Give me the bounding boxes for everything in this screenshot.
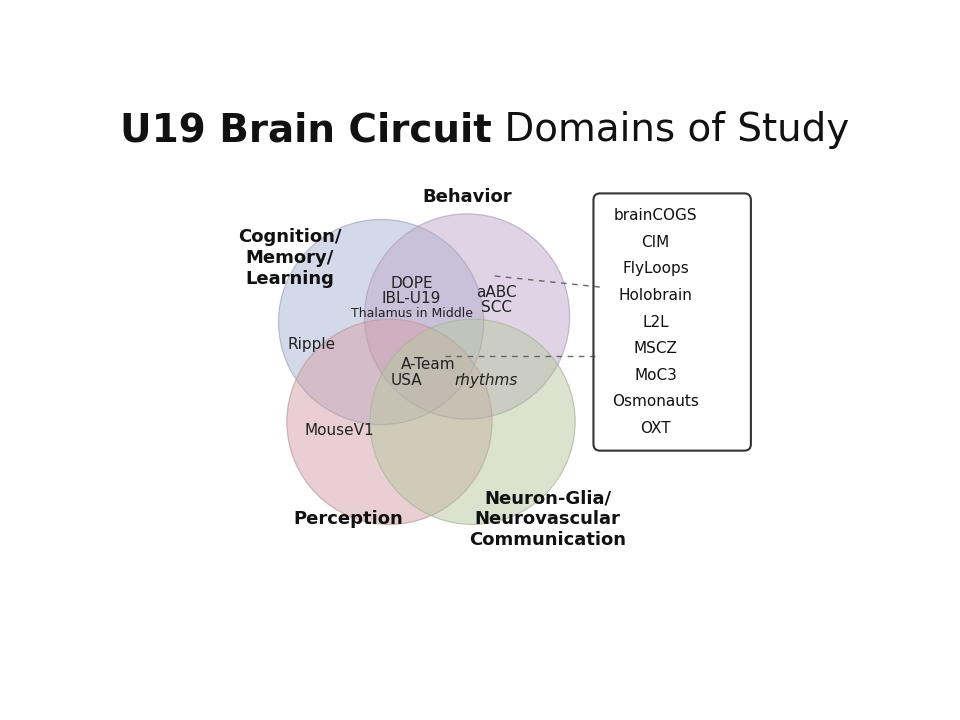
Text: Thalamus in Middle: Thalamus in Middle — [350, 307, 472, 320]
Circle shape — [287, 319, 492, 524]
Text: A-Team: A-Team — [401, 357, 456, 372]
Text: Holobrain: Holobrain — [618, 288, 692, 303]
Text: brainCOGS: brainCOGS — [613, 208, 697, 223]
Text: rhythms: rhythms — [454, 373, 517, 388]
Text: Ripple: Ripple — [288, 337, 336, 351]
Text: L2L: L2L — [642, 315, 669, 330]
Text: USA: USA — [391, 373, 422, 388]
Circle shape — [278, 220, 484, 425]
Text: Osmonauts: Osmonauts — [612, 395, 699, 410]
Text: IBL-U19: IBL-U19 — [382, 291, 442, 306]
Text: CIM: CIM — [641, 235, 670, 250]
Text: Behavior: Behavior — [422, 188, 512, 206]
Text: aABC: aABC — [476, 285, 516, 300]
Text: Neuron-Glia/
Neurovascular
Communication: Neuron-Glia/ Neurovascular Communication — [468, 489, 626, 549]
Text: Perception: Perception — [293, 510, 403, 528]
Text: MoC3: MoC3 — [635, 368, 677, 383]
Text: DOPE: DOPE — [391, 276, 433, 291]
Text: Domains of Study: Domains of Study — [492, 112, 850, 149]
Text: FlyLoops: FlyLoops — [622, 261, 689, 276]
Text: U19 Brain Circuit: U19 Brain Circuit — [120, 112, 492, 149]
Text: OXT: OXT — [640, 421, 671, 436]
Text: MouseV1: MouseV1 — [304, 423, 374, 438]
Text: Cognition/
Memory/
Learning: Cognition/ Memory/ Learning — [238, 228, 342, 288]
Circle shape — [370, 319, 575, 524]
Circle shape — [365, 214, 569, 419]
Text: SCC: SCC — [481, 300, 512, 315]
Text: MSCZ: MSCZ — [634, 341, 678, 356]
